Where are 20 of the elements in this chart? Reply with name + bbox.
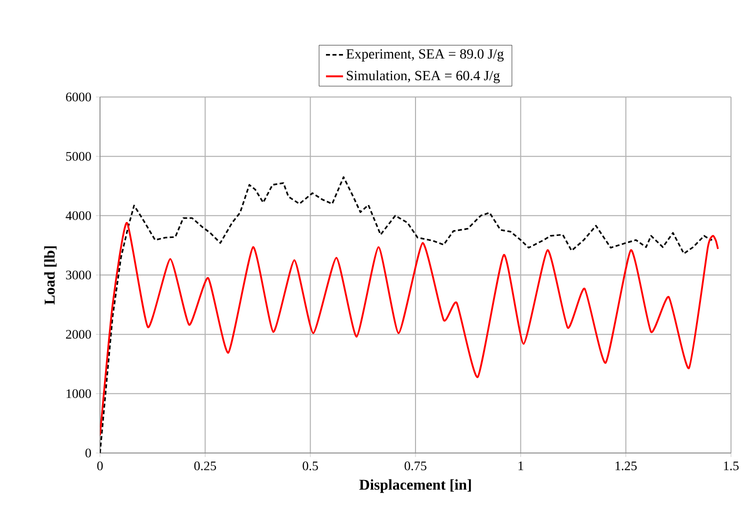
x-tick-label: 0.25 [194,462,216,470]
x-tick-label: 0.75 [404,462,426,470]
y-tick-label: 0 [85,448,91,458]
x-axis-title: Displacement [in] [359,479,471,493]
x-tick-label: 1 [518,462,524,470]
y-tick-label: 1000 [66,389,91,398]
y-tick-label: 5000 [66,152,91,161]
x-tick-label: 0.5 [302,462,318,470]
y-tick-label: 2000 [66,330,91,339]
y-tick-label: 4000 [66,211,91,220]
y-axis-title: Load [lb] [44,246,57,305]
y-tick-label: 6000 [66,92,91,102]
line-series [100,176,713,453]
y-tick-label: 3000 [66,270,91,280]
x-tick-label: 1.5 [724,462,739,470]
legend-label: Experiment, SEA = 89.0 J/g [346,49,504,62]
legend-label: Simulation, SEA = 60.4 J/g [346,70,500,84]
x-tick-label: 1.25 [616,462,637,470]
x-tick-label: 0 [97,462,103,470]
line-series [100,222,719,436]
